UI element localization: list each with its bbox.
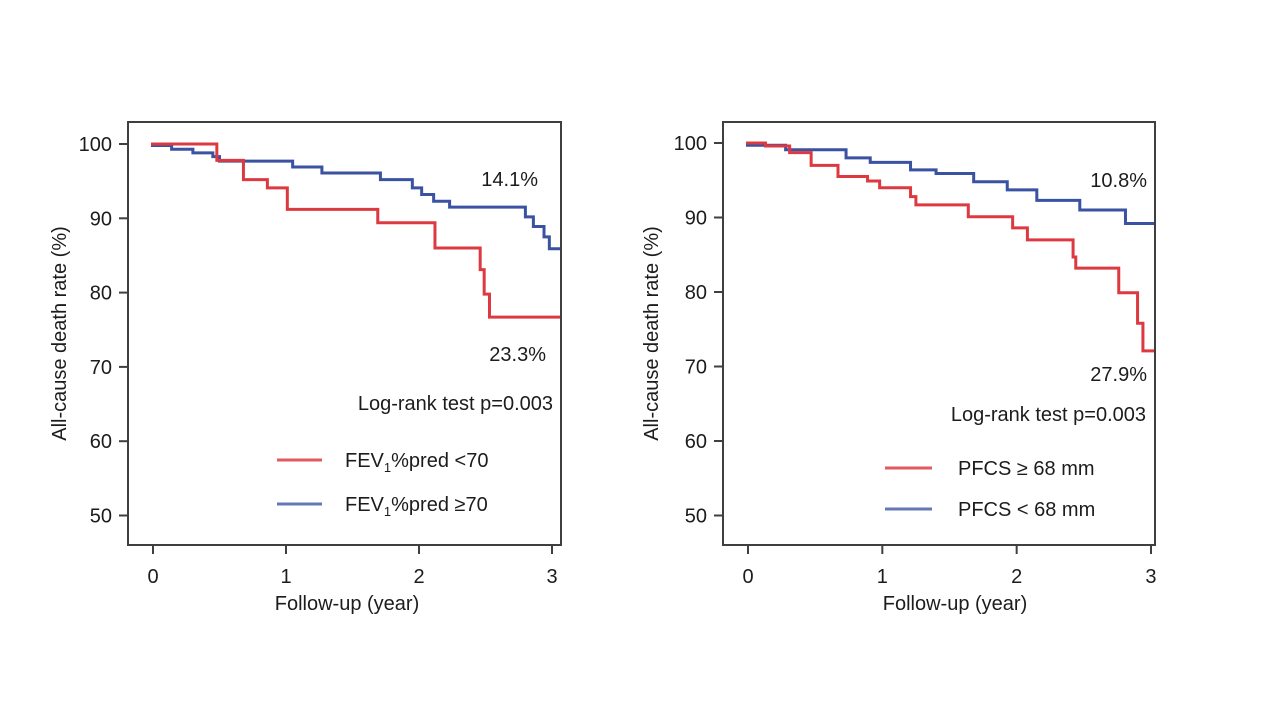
y-tick-label: 50 (685, 506, 707, 528)
legend-label: FEV1%pred <70 (345, 450, 488, 475)
km-panel-right: 100 90 80 70 60 50 0 1 2 3 All-cause death rate (%… (641, 121, 1157, 615)
annotation-endpoint-red: 23.3% (489, 344, 546, 366)
y-tick-label: 90 (685, 208, 707, 230)
x-tick-label: 0 (147, 566, 158, 588)
km-curve-blue (151, 143, 560, 251)
legend-label: PFCS ≥ 68 mm (958, 458, 1095, 480)
logrank-label: Log-rank test p=0.003 (951, 404, 1146, 426)
y-tick-label: 80 (685, 282, 707, 304)
legend-label: PFCS < 68 mm (958, 499, 1095, 521)
km-panel-left: 100 90 80 70 60 50 0 1 2 3 All-cause death rate (%… (49, 121, 562, 615)
x-tick-label: 1 (877, 566, 888, 588)
y-tick-label: 100 (79, 134, 112, 156)
km-curve-red (151, 142, 560, 319)
x-tick-label: 3 (1145, 566, 1156, 588)
x-tick-label: 3 (546, 566, 557, 588)
y-tick-label: 60 (685, 431, 707, 453)
annotation-endpoint-blue: 14.1% (481, 169, 538, 191)
x-axis-label: Follow-up (year) (275, 593, 419, 615)
x-tick-label: 2 (1011, 566, 1022, 588)
y-axis-label: All-cause death rate (%) (641, 226, 663, 441)
y-axis-label: All-cause death rate (%) (49, 226, 71, 441)
x-tick-label: 0 (742, 566, 753, 588)
x-tick-label: 1 (280, 566, 291, 588)
plot-frame (127, 121, 562, 546)
legend-label: FEV1%pred ≥70 (345, 494, 488, 519)
annotation-endpoint-red: 27.9% (1090, 364, 1147, 386)
plot-frame (722, 121, 1156, 546)
annotation-endpoint-blue: 10.8% (1090, 170, 1147, 192)
y-tick-label: 80 (90, 283, 112, 305)
km-curve-red (746, 141, 1154, 353)
y-tick-label: 60 (90, 431, 112, 453)
y-tick-label: 70 (90, 357, 112, 379)
x-tick-label: 2 (413, 566, 424, 588)
logrank-label: Log-rank test p=0.003 (358, 393, 553, 415)
km-curve-blue (746, 143, 1154, 225)
y-tick-label: 100 (674, 133, 707, 155)
y-tick-label: 90 (90, 208, 112, 230)
y-tick-label: 50 (90, 506, 112, 528)
x-axis-label: Follow-up (year) (883, 593, 1027, 615)
y-tick-label: 70 (685, 357, 707, 379)
